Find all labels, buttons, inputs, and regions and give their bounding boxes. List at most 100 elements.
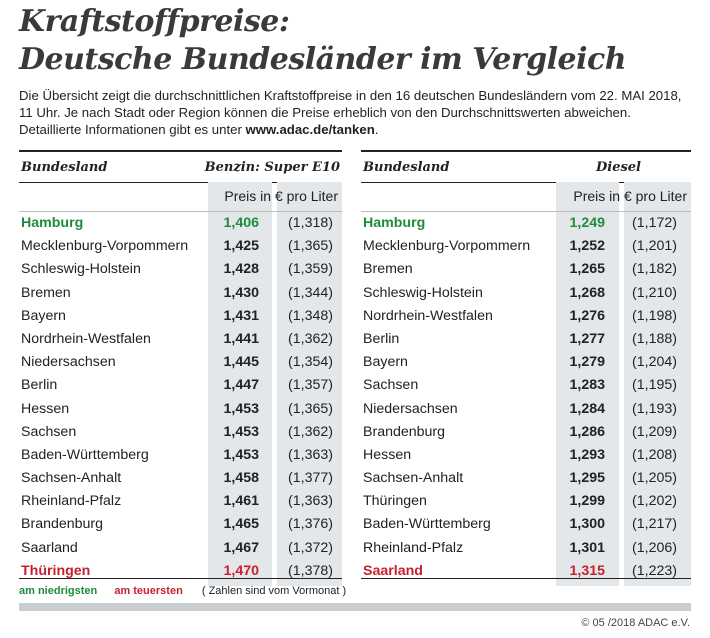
previous-month-price: (1,223) (632, 562, 677, 579)
previous-month-price: (1,198) (632, 307, 677, 324)
previous-month-price: (1,359) (288, 261, 333, 278)
table-row: Bayern 1,431 (1,348) (19, 305, 342, 328)
benzin-price-column-shade (208, 182, 272, 586)
table-row: Sachsen 1,453 (1,362) (19, 421, 342, 444)
table-row: Rheinland-Pfalz 1,461 (1,363) (19, 490, 342, 513)
current-price: 1,301 (569, 539, 605, 556)
benzin-unit: Preis in € pro Liter (224, 188, 338, 204)
table-row: Thüringen 1,299 (1,202) (361, 490, 691, 513)
state-name: Hessen (21, 400, 70, 417)
state-name: Baden-Württemberg (21, 446, 149, 463)
state-name: Baden-Württemberg (363, 516, 491, 533)
benzin-col-fuel: Benzin: Super E10 (204, 160, 340, 175)
state-name: Rheinland-Pfalz (363, 539, 464, 556)
previous-month-price: (1,205) (632, 470, 677, 487)
state-name: Brandenburg (21, 516, 104, 533)
page-title-line2: Deutsche Bundesländer im Vergleich (19, 42, 627, 77)
previous-month-price: (1,202) (632, 493, 677, 510)
state-name: Bayern (363, 354, 408, 371)
state-name: Rheinland-Pfalz (21, 493, 122, 510)
current-price: 1,425 (223, 238, 259, 255)
copyright: © 05 /2018 ADAC e.V. (581, 617, 690, 629)
current-price: 1,445 (223, 354, 259, 371)
table-row: Hamburg 1,249 (1,172) (361, 212, 691, 235)
state-name: Sachsen (21, 423, 77, 440)
intro-text: Die Übersicht zeigt die durchschnittlich… (19, 88, 682, 137)
previous-month-price: (1,204) (632, 354, 677, 371)
state-name: Bremen (21, 284, 71, 301)
state-name: Hamburg (363, 215, 426, 231)
state-name: Bayern (21, 307, 66, 324)
previous-month-price: (1,209) (632, 423, 677, 440)
state-name: Mecklenburg-Vorpommern (363, 238, 531, 255)
previous-month-price: (1,318) (288, 215, 333, 231)
table-row: Baden-Württemberg 1,453 (1,363) (19, 444, 342, 467)
legend-highest: am teuersten (114, 585, 183, 597)
diesel-price-column-shade (556, 182, 619, 586)
current-price: 1,458 (223, 470, 259, 487)
benzin-col-state: Bundesland (21, 160, 108, 175)
previous-month-price: (1,363) (288, 446, 333, 463)
current-price: 1,295 (569, 470, 605, 487)
state-name: Sachsen (363, 377, 419, 394)
table-row: Brandenburg 1,465 (1,376) (19, 513, 342, 536)
current-price: 1,249 (569, 215, 605, 231)
state-name: Brandenburg (363, 423, 446, 440)
state-name: Saarland (21, 539, 78, 556)
table-row: Sachsen 1,283 (1,195) (361, 374, 691, 397)
current-price: 1,315 (569, 562, 605, 579)
state-name: Thüringen (21, 562, 91, 579)
previous-month-price: (1,210) (632, 284, 677, 301)
diesel-unit: Preis in € pro Liter (573, 188, 687, 204)
previous-month-price: (1,206) (632, 539, 677, 556)
right-bottom-rule (361, 578, 691, 579)
previous-month-price: (1,201) (632, 238, 677, 255)
table-row: Niedersachsen 1,284 (1,193) (361, 398, 691, 421)
previous-month-price: (1,217) (632, 516, 677, 533)
legend-lowest: am niedrigsten (19, 585, 98, 597)
previous-month-price: (1,363) (288, 493, 333, 510)
table-row: Saarland 1,315 (1,223) (361, 560, 691, 583)
state-name: Hamburg (21, 215, 84, 231)
table-row: Sachsen-Anhalt 1,295 (1,205) (361, 467, 691, 490)
current-price: 1,277 (569, 330, 605, 347)
current-price: 1,279 (569, 354, 605, 371)
table-row: Rheinland-Pfalz 1,301 (1,206) (361, 537, 691, 560)
table-row: Berlin 1,447 (1,357) (19, 374, 342, 397)
previous-month-price: (1,195) (632, 377, 677, 394)
state-name: Sachsen-Anhalt (363, 470, 464, 487)
state-name: Mecklenburg-Vorpommern (21, 238, 189, 255)
previous-month-price: (1,182) (632, 261, 677, 278)
current-price: 1,430 (223, 284, 259, 301)
previous-month-price: (1,354) (288, 354, 333, 371)
current-price: 1,453 (223, 423, 259, 440)
current-price: 1,441 (223, 330, 259, 347)
benzin-table-header: Bundesland Benzin: Super E10 (19, 150, 342, 183)
state-name: Nordrhein-Westfalen (21, 330, 151, 347)
table-row: Hessen 1,453 (1,365) (19, 398, 342, 421)
table-row: Bremen 1,430 (1,344) (19, 282, 342, 305)
table-row: Bremen 1,265 (1,182) (361, 258, 691, 281)
benzin-unit-row: Preis in € pro Liter (19, 183, 342, 212)
current-price: 1,453 (223, 400, 259, 417)
current-price: 1,453 (223, 446, 259, 463)
state-name: Niedersachsen (21, 354, 116, 371)
benzin-rows: Hamburg 1,406 (1,318) Mecklenburg-Vorpommer… (19, 212, 342, 583)
diesel-table: Bundesland Diesel Preis in € pro Liter H… (361, 150, 691, 586)
current-price: 1,467 (223, 539, 259, 556)
table-row: Hessen 1,293 (1,208) (361, 444, 691, 467)
legend: am niedrigsten am teuersten ( Zahlen sin… (19, 585, 346, 597)
table-row: Brandenburg 1,286 (1,209) (361, 421, 691, 444)
current-price: 1,293 (569, 446, 605, 463)
intro-paragraph: Die Übersicht zeigt die durchschnittlich… (19, 88, 691, 138)
previous-month-price: (1,344) (288, 284, 333, 301)
previous-month-price: (1,365) (288, 238, 333, 255)
current-price: 1,276 (569, 307, 605, 324)
current-price: 1,286 (569, 423, 605, 440)
state-name: Hessen (363, 446, 412, 463)
intro-link[interactable]: www.adac.de/tanken (245, 121, 375, 137)
table-row: Schleswig-Holstein 1,268 (1,210) (361, 282, 691, 305)
previous-month-price: (1,362) (288, 330, 333, 347)
state-name: Niedersachsen (363, 400, 458, 417)
state-name: Berlin (363, 330, 400, 347)
